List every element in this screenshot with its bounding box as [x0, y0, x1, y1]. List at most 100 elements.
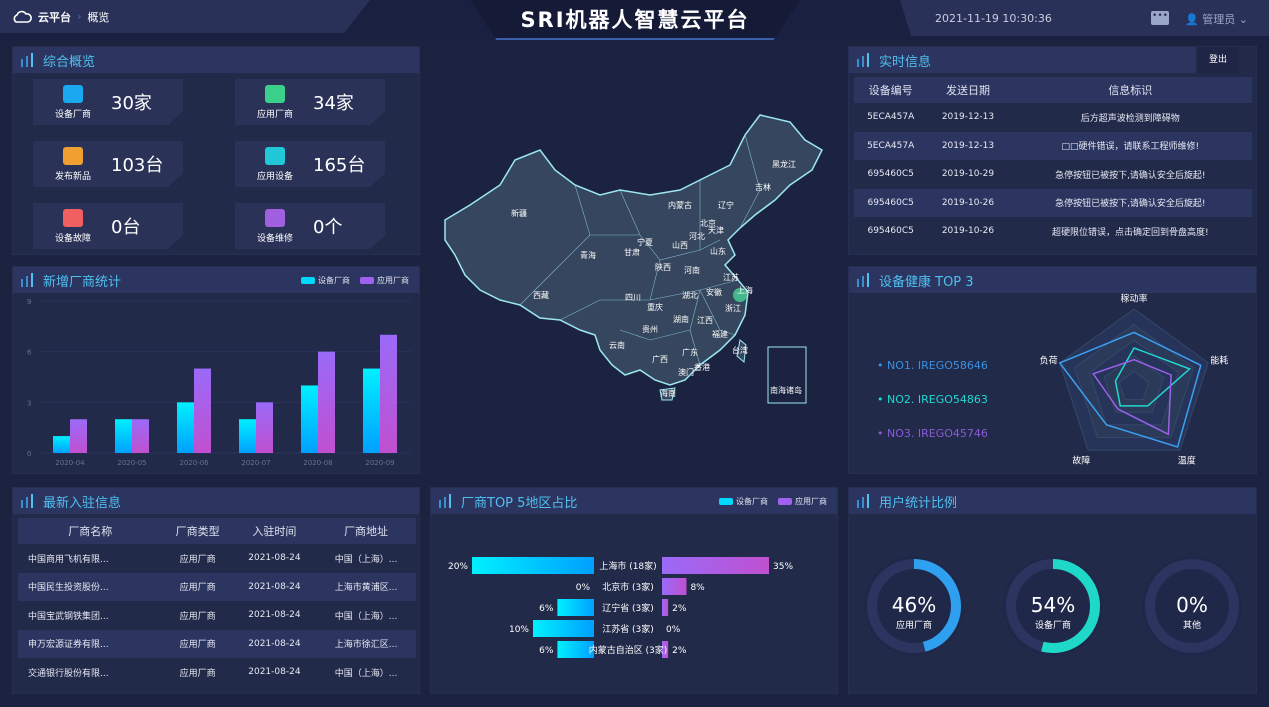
table-cell: 应用厂商 — [162, 629, 233, 658]
bar-device[interactable] — [557, 641, 594, 658]
bar-app[interactable] — [132, 419, 149, 453]
radar-axis-label: 负荷 — [1040, 354, 1058, 366]
radar-grid — [1118, 370, 1150, 401]
radar-series[interactable] — [1114, 347, 1192, 407]
message-icon[interactable]: ••• — [1151, 11, 1169, 25]
stat-value: 103台 — [111, 155, 164, 176]
data-label: 2% — [672, 604, 687, 614]
bar-app[interactable] — [662, 599, 669, 616]
bar-device[interactable] — [53, 436, 70, 453]
donut-label: 应用厂商 — [896, 619, 932, 631]
health-list-item[interactable]: • NO2. IREGO54863 — [877, 393, 988, 406]
legend-item[interactable]: 应用厂商 — [778, 496, 827, 507]
table-row[interactable]: 中国宝武钢铁集团... 应用厂商 2021-08-24 中国（上海）... — [18, 601, 416, 630]
table-row[interactable]: 695460C5 2019-10-26 急停按钮已被按下,请确认安全后旋起! — [854, 188, 1252, 217]
bar-app[interactable] — [194, 368, 211, 453]
panel-title: 用户统计比例 — [879, 495, 958, 511]
stat-card[interactable]: 应用设备 165台 — [235, 141, 385, 187]
bar-app[interactable] — [70, 419, 87, 453]
user-name: 管理员 — [1202, 13, 1236, 26]
bars-icon — [439, 494, 455, 508]
stat-card[interactable]: 设备维修 0个 — [235, 203, 385, 249]
bar-app[interactable] — [380, 334, 397, 453]
table-cell: 2021-08-24 — [248, 553, 301, 564]
table-cell: 5ECA457A — [867, 112, 915, 123]
province-label: 西藏 — [533, 290, 549, 300]
province-label: 湖北 — [682, 291, 698, 300]
legend-item[interactable]: 设备厂商 — [719, 496, 768, 507]
table-cell: 2021-08-24 — [248, 667, 301, 678]
table-cell: 应用厂商 — [162, 572, 233, 601]
province-label: 天津 — [708, 225, 724, 235]
bar-device[interactable] — [533, 620, 594, 637]
table-cell: 急停按钮已被按下,请确认安全后旋起! — [1055, 170, 1206, 181]
bar-device[interactable] — [557, 599, 594, 616]
bar-device[interactable] — [472, 557, 594, 574]
stat-card[interactable]: 发布新品 103台 — [33, 141, 183, 187]
table-cell: 5ECA457A — [854, 131, 928, 160]
breadcrumb: 云平台 › 概览 — [0, 0, 370, 33]
top5-panel: 厂商TOP 5地区占比 设备厂商 应用厂商 20% 35% 上海市 (18家) 0% 8… — [430, 487, 838, 694]
bar-app[interactable] — [662, 641, 669, 658]
health-list-item[interactable]: • NO3. IREGO45746 — [877, 427, 988, 440]
bars-icon — [857, 53, 873, 67]
table-cell: 急停按钮已被按下,请确认安全后旋起! — [1008, 188, 1252, 217]
legend-item[interactable]: 应用厂商 — [360, 275, 409, 286]
radar-axis-label: 温度 — [1178, 455, 1196, 467]
table-cell: 2021-08-24 — [232, 629, 317, 658]
latest-table: 厂商名称 厂商类型 入驻时间 厂商地址 中国商用飞机有限... 应用厂商 2021-08-2… — [18, 518, 416, 687]
stat-card[interactable]: 设备故障 0台 — [33, 203, 183, 249]
breadcrumb-home[interactable]: 云平台 — [38, 10, 71, 24]
bar-device[interactable] — [363, 368, 380, 453]
table-row[interactable]: 中国民生投资股份... 应用厂商 2021-08-24 上海市黄浦区... — [18, 572, 416, 601]
datetime: 2021-11-19 10:30:36 — [935, 12, 1052, 25]
user-menu[interactable]: 👤 管理员 ⌄ — [1185, 11, 1248, 27]
device-gear-icon — [265, 147, 285, 165]
radar-axis-label: 故障 — [1072, 455, 1090, 467]
table-row[interactable]: 中国商用飞机有限... 应用厂商 2021-08-24 中国（上海）... — [18, 544, 416, 573]
data-label: 10% — [509, 625, 529, 635]
donut-label: 其他 — [1183, 619, 1201, 631]
table-row[interactable]: 5ECA457A 2019-12-13 后方超声波检测到障碍物 — [854, 103, 1252, 132]
bar-device[interactable] — [177, 402, 194, 453]
radar-series[interactable] — [1092, 358, 1172, 436]
bar-app[interactable] — [256, 402, 273, 453]
donut-arc[interactable] — [867, 559, 961, 653]
stat-value: 0个 — [313, 217, 343, 238]
province-label: 新疆 — [511, 208, 527, 218]
table-row[interactable]: 5ECA457A 2019-12-13 □□硬件错误，请联系工程师维修! — [854, 131, 1252, 160]
bar-app[interactable] — [662, 578, 687, 595]
donut-bg — [864, 556, 964, 656]
bar-device[interactable] — [115, 419, 132, 453]
table-row[interactable]: 交通银行股份有限... 应用厂商 2021-08-24 中国（上海）... — [18, 658, 416, 687]
bar-app[interactable] — [662, 557, 769, 574]
stat-card[interactable]: 应用厂商 34家 — [235, 79, 385, 125]
table-cell: 2019-10-26 — [941, 226, 995, 237]
stat-value: 165台 — [313, 155, 366, 176]
chevron-down-icon: ⌄ — [1238, 13, 1248, 26]
stat-card[interactable]: 设备厂商 30家 — [33, 79, 183, 125]
hainan — [659, 387, 676, 401]
legend-item[interactable]: 设备厂商 — [301, 275, 350, 286]
chart-legend: 设备厂商 应用厂商 — [719, 496, 827, 507]
table-row[interactable]: 申万宏源证券有限... 应用厂商 2021-08-24 上海市徐汇区... — [18, 629, 416, 658]
table-cell: 695460C5 — [867, 169, 914, 180]
health-list-item[interactable]: • NO1. IREGO58646 — [877, 359, 988, 372]
province-label: 山东 — [710, 246, 726, 256]
table-cell: 后方超声波检测到障碍物 — [1080, 113, 1180, 124]
province-label: 贵州 — [642, 324, 658, 334]
stat-value: 0台 — [111, 217, 141, 238]
column-header: 厂商名称 — [18, 518, 163, 544]
table-cell: 2019-12-13 — [941, 112, 995, 123]
breadcrumb-current: 概览 — [87, 10, 110, 24]
bar-app[interactable] — [318, 351, 335, 453]
radar-series[interactable] — [1058, 331, 1202, 448]
logout-button[interactable]: 登出 — [1198, 47, 1238, 73]
bar-device[interactable] — [239, 419, 256, 453]
donut-arc[interactable] — [1006, 559, 1100, 653]
table-row[interactable]: 695460C5 2019-10-26 超硬限位错误，点击确定回到骨盘高度! — [854, 217, 1252, 246]
bars-icon — [21, 494, 37, 508]
table-row[interactable]: 695460C5 2019-10-29 急停按钮已被按下,请确认安全后旋起! — [854, 160, 1252, 189]
bar-device[interactable] — [301, 385, 318, 453]
